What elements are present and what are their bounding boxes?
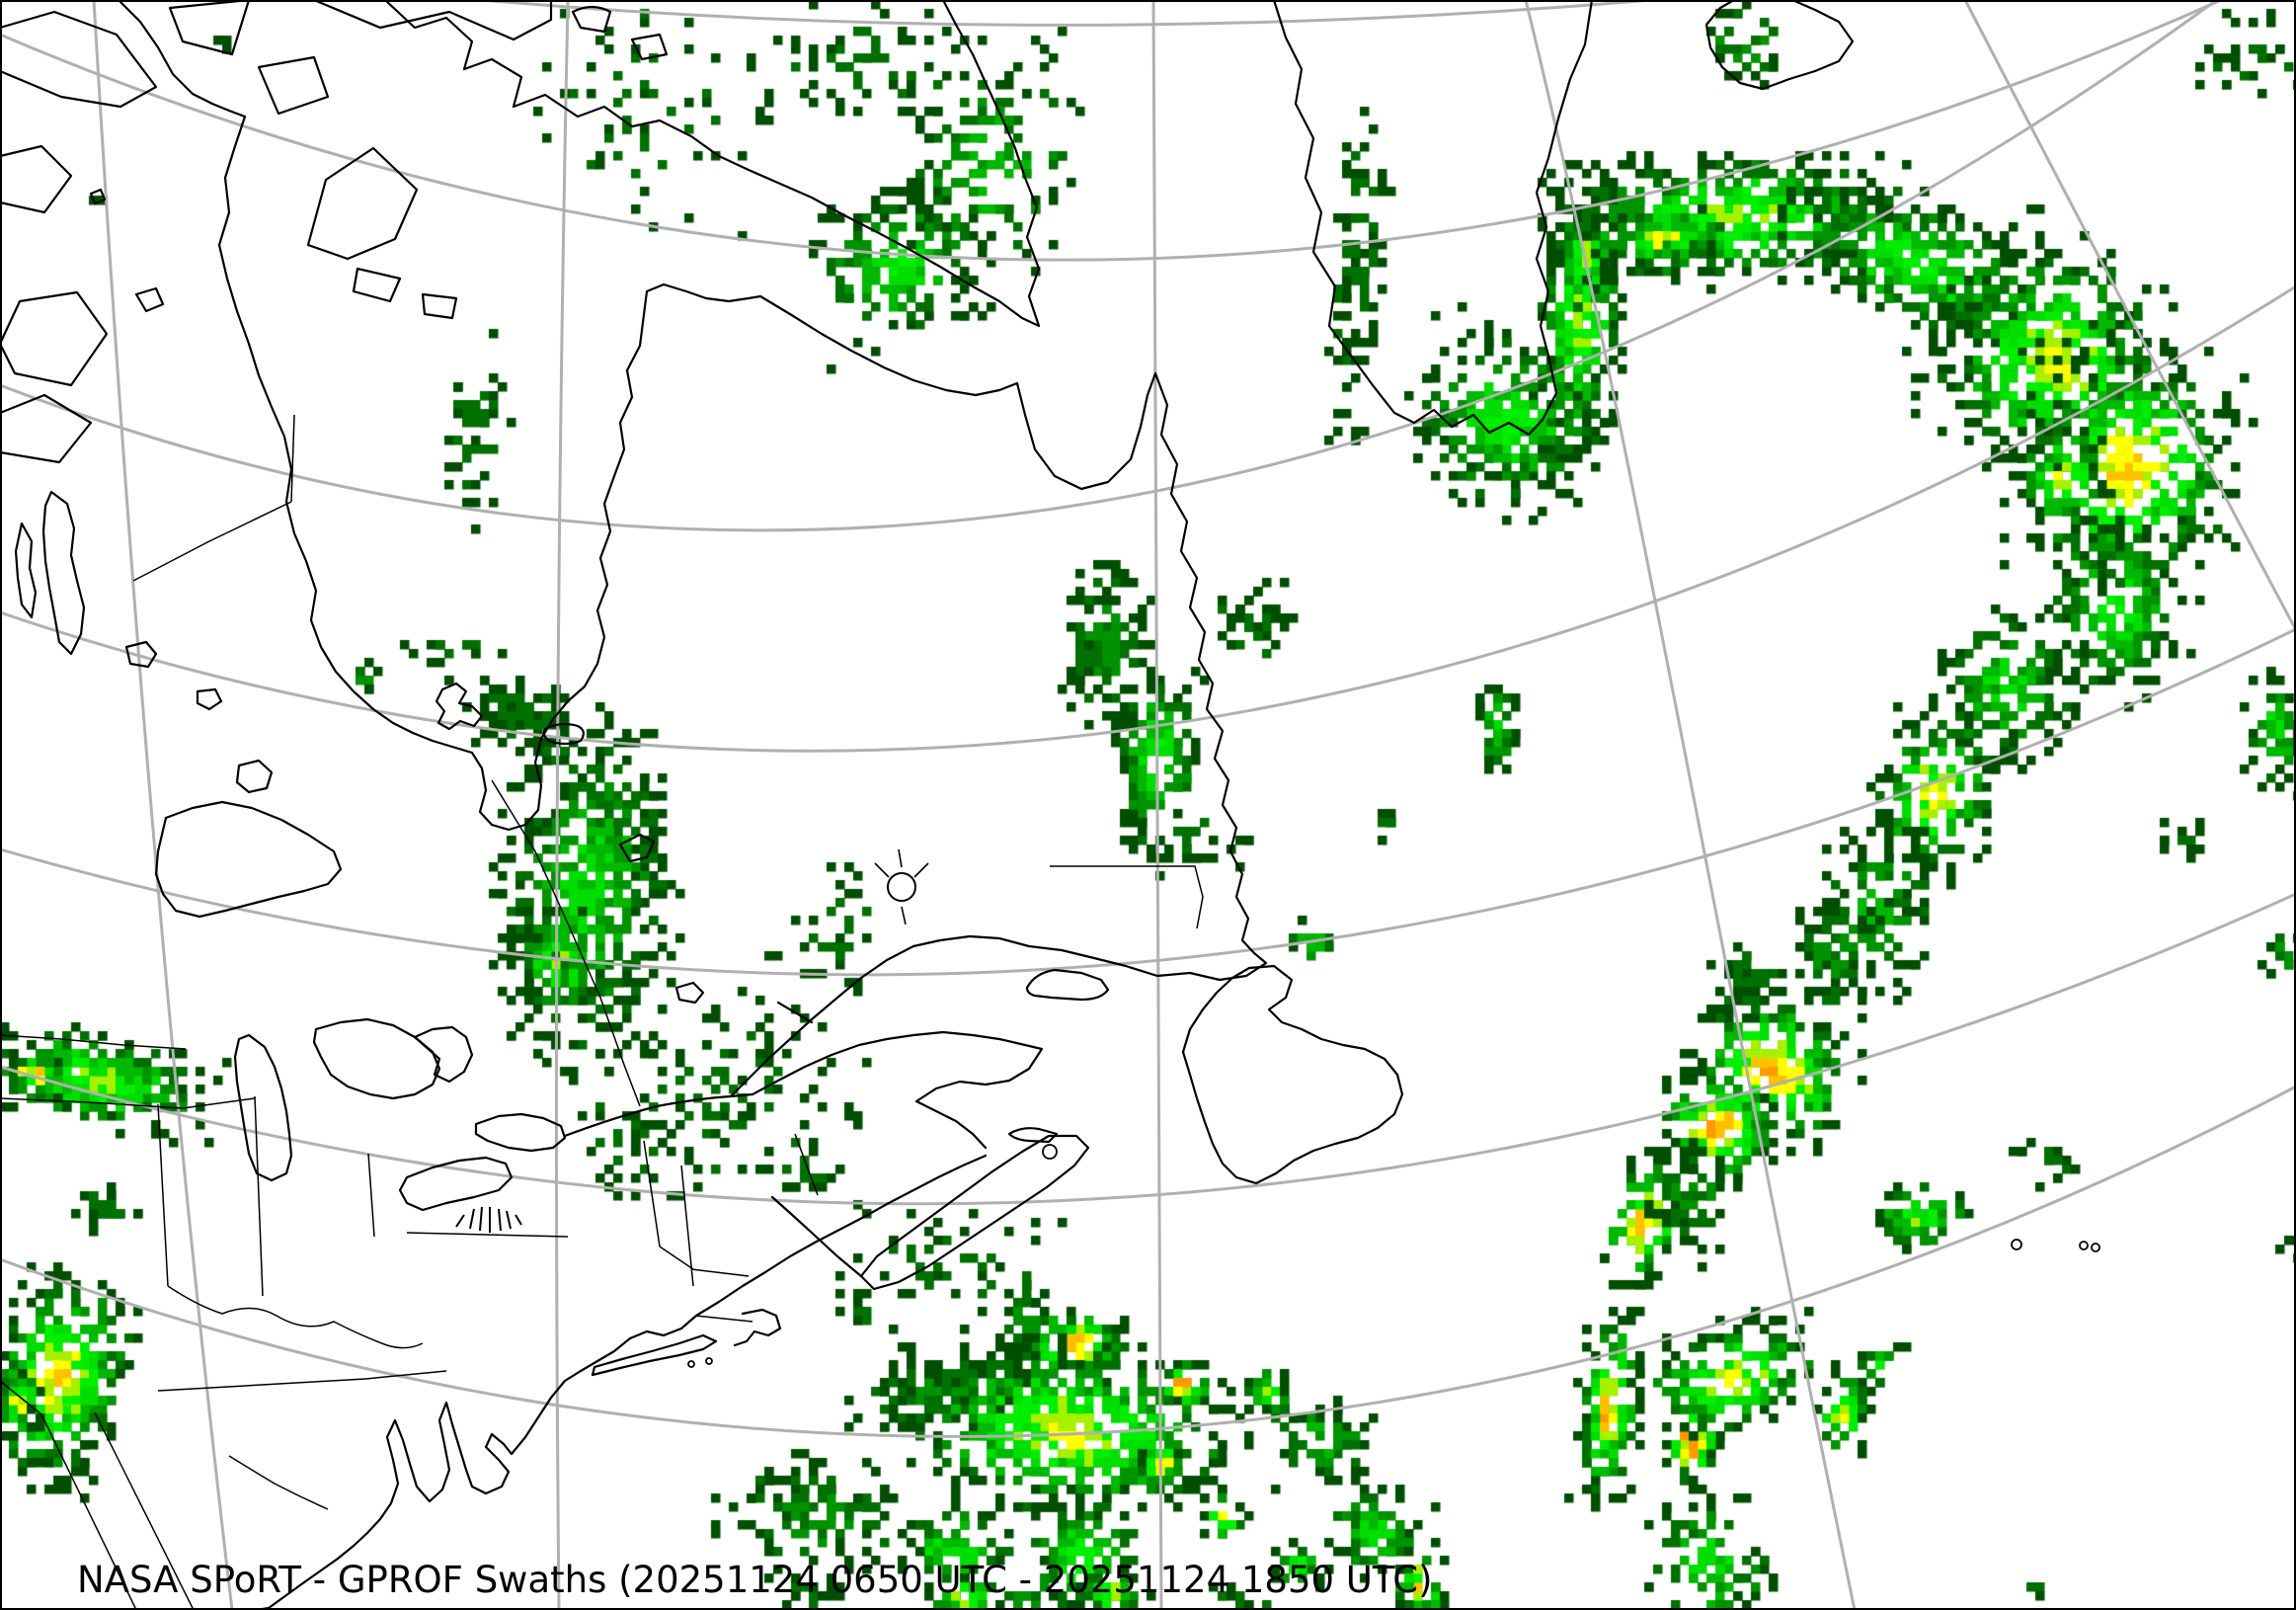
lake-symbol-layer (455, 848, 2100, 1368)
coastline-layer (0, 0, 1855, 1610)
state-border-layer (0, 414, 1204, 1610)
map-caption: NASA SPoRT - GPROF Swaths (20251124 0650… (77, 1559, 1433, 1601)
